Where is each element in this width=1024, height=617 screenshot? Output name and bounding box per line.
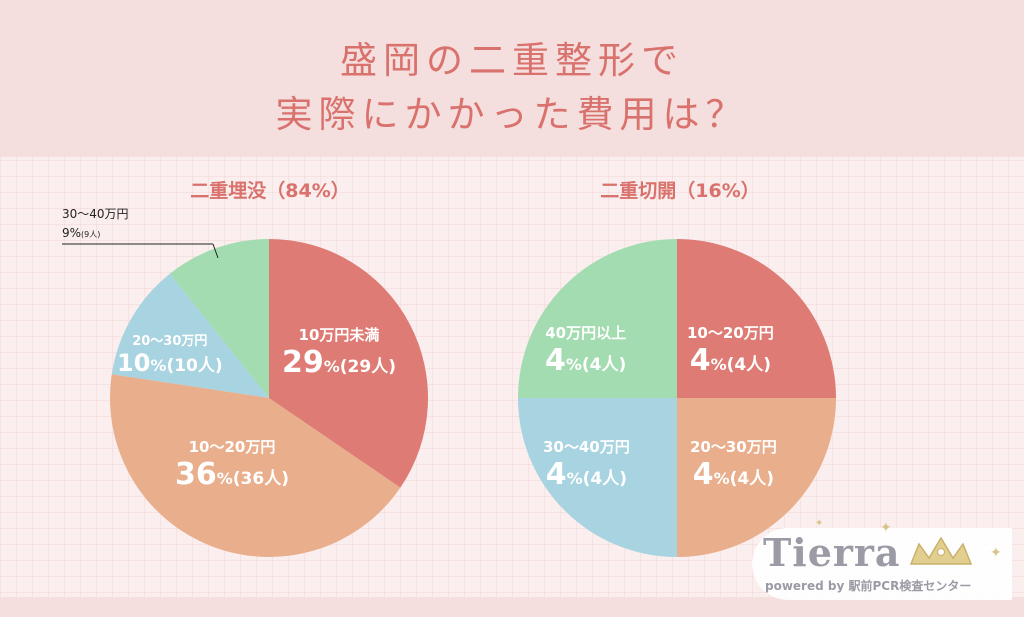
slice-label-right-1: 20〜30万円 4%(4人) xyxy=(690,436,777,492)
slice-name: 10万円未満 xyxy=(298,326,380,344)
slice-percent: 4 xyxy=(692,457,714,492)
slice-count: (4人) xyxy=(726,355,772,375)
slice-count: (36人) xyxy=(232,469,289,489)
sparkle-icon: ✦ xyxy=(815,518,824,529)
slice-percent-unit: % xyxy=(713,469,730,488)
slice-percent: 36 xyxy=(175,457,217,492)
slice-count: (29人) xyxy=(339,357,396,377)
annotation-percent: 9 xyxy=(62,226,70,240)
slice-percent: 4 xyxy=(545,457,567,492)
slice-label-left-1: 10〜20万円 36%(36人) xyxy=(175,436,289,492)
slice-name: 40万円以上 xyxy=(545,324,627,342)
crown-icon xyxy=(909,536,973,565)
slice-name: 10〜20万円 xyxy=(687,324,774,342)
slice-count: (4人) xyxy=(729,469,775,489)
slice-count: (4人) xyxy=(581,355,627,375)
chart-title-left: 二重埋没（84%） xyxy=(190,180,350,202)
page-title-line1: 盛岡の二重整形で xyxy=(340,39,684,82)
pie-slice-left-1 xyxy=(110,374,401,557)
slice-count: (10人) xyxy=(166,356,223,376)
slice-percent-unit: % xyxy=(150,356,167,375)
annotation-label: 30〜40万円 xyxy=(62,207,129,221)
slice-label-left-0: 10万円未満 29%(29人) xyxy=(282,324,396,380)
slice-label-right-3: 40万円以上 4%(4人) xyxy=(545,322,626,378)
chart-title-right: 二重切開（16%） xyxy=(600,180,760,202)
pie-slice-right-2 xyxy=(518,398,677,557)
page-title-line2: 実際にかかった費用は？ xyxy=(275,93,749,136)
annotation-percent-unit: % xyxy=(69,226,82,240)
pie-slice-left-3 xyxy=(169,239,269,398)
pie-slice-right-1 xyxy=(677,398,836,557)
slice-name: 30〜40万円 xyxy=(543,438,630,456)
slice-label-left-2: 20〜30万円 10%(10人) xyxy=(117,330,223,377)
slice-name: 20〜30万円 xyxy=(690,438,777,456)
slice-percent: 10 xyxy=(117,349,151,377)
slice-name: 20〜30万円 xyxy=(132,334,208,349)
slice-percent-unit: % xyxy=(323,357,340,376)
logo-wordmark: Tierra xyxy=(763,530,901,575)
pie-slice-right-0 xyxy=(677,239,836,398)
slice-percent: 4 xyxy=(545,343,566,378)
pie-slice-left-2 xyxy=(111,273,269,398)
annotation-leader-line xyxy=(212,243,219,259)
slice-percent-unit: % xyxy=(566,469,583,488)
sparkle-icon: ✦ xyxy=(990,545,1002,561)
slice-label-right-2: 30〜40万円 4%(4人) xyxy=(543,436,630,492)
slice-percent-unit: % xyxy=(565,355,582,374)
slice-label-right-0: 10〜20万円 4%(4人) xyxy=(687,322,774,378)
header-banner xyxy=(0,0,1024,157)
slice-count: (4人) xyxy=(582,469,628,489)
sparkle-icon: ✦ xyxy=(880,520,892,536)
slice-name: 10〜20万円 xyxy=(188,438,276,456)
annotation-count: (9人) xyxy=(81,230,101,239)
pie-slice-left-0 xyxy=(269,239,428,488)
slice-percent: 29 xyxy=(282,345,324,380)
slice-percent-unit: % xyxy=(710,355,727,374)
logo-tagline: powered by 駅前PCR検査センター xyxy=(765,579,972,593)
slice-percent-unit: % xyxy=(216,469,233,488)
pie-slice-right-3 xyxy=(518,239,677,398)
footer-bar xyxy=(0,597,1024,617)
slice-percent: 4 xyxy=(689,343,711,378)
annotation-value: 9%(9人) xyxy=(62,226,100,240)
